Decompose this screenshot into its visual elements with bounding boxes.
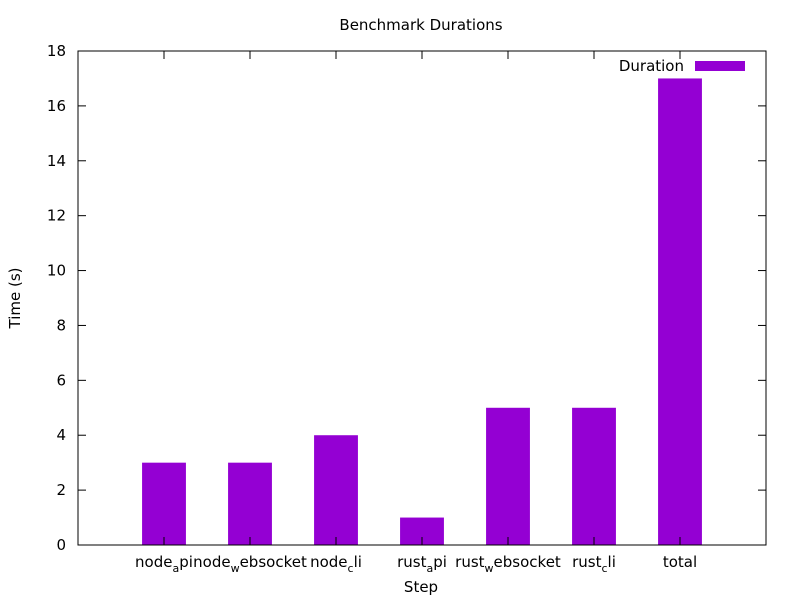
bars <box>142 78 702 545</box>
x-tick-label-3: rustapi <box>397 553 447 575</box>
x-tick-label-0: nodeapi <box>135 553 193 575</box>
ticks: 0 2 4 6 8 10 12 14 16 18 <box>47 42 766 554</box>
legend-label-duration: Duration <box>619 57 684 75</box>
bar-6 <box>658 78 702 545</box>
y-tick-label-4: 8 <box>56 316 66 334</box>
y-axis-label: Time (s) <box>6 268 24 330</box>
bar-2 <box>314 435 358 545</box>
y-tick-label-5: 10 <box>47 262 66 280</box>
bar-5 <box>572 407 616 545</box>
y-tick-label-7: 14 <box>47 152 66 170</box>
y-tick-label-9: 18 <box>47 42 66 60</box>
chart-title: Benchmark Durations <box>339 16 502 34</box>
y-tick-label-8: 16 <box>47 97 66 115</box>
x-axis-label: Step <box>404 578 438 596</box>
y-tick-label-1: 2 <box>56 481 66 499</box>
x-tick-label-4: rustwebsocket <box>455 553 561 575</box>
y-tick-label-0: 0 <box>56 536 66 554</box>
x-tick-label-6: total <box>663 553 697 571</box>
x-tick-label-2: nodecli <box>310 553 362 575</box>
bar-1 <box>228 462 272 545</box>
bar-0 <box>142 462 186 545</box>
x-tick-label-1: nodewebsocket <box>193 553 307 575</box>
legend-swatch-duration <box>695 61 745 71</box>
plot-frame <box>77 50 767 546</box>
legend: Duration <box>619 57 745 75</box>
x-tick-label-5: rustcli <box>572 553 616 575</box>
y-tick-label-2: 4 <box>56 426 66 444</box>
category-labels: nodeapi nodewebsocket nodecli rustapi rustwe… <box>135 553 697 575</box>
y-tick-label-3: 6 <box>56 371 66 389</box>
bar-4 <box>486 407 530 545</box>
y-tick-label-6: 12 <box>47 207 66 225</box>
